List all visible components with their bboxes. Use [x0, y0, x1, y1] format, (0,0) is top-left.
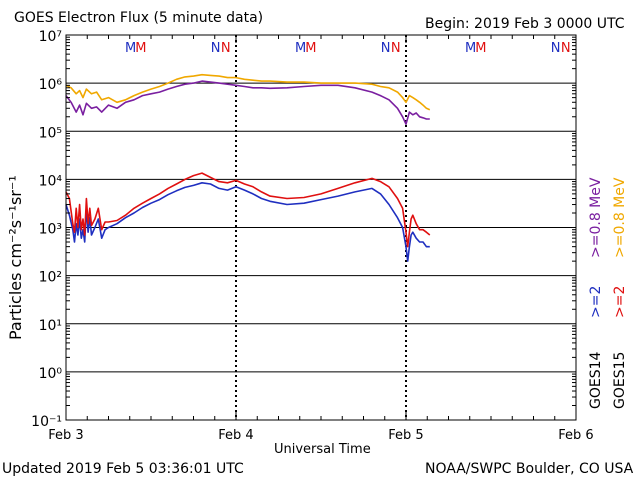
- noon-midnight-marker: M: [135, 41, 146, 56]
- noon-midnight-marker: M: [475, 41, 486, 56]
- noon-midnight-marker: N: [391, 41, 401, 56]
- y-tick-label: 10²: [39, 270, 62, 286]
- series-line-goes14-2-mev: [65, 182, 430, 262]
- noon-midnight-marker: M: [295, 41, 306, 56]
- y-tick-label: 10⁴: [39, 173, 63, 189]
- y-axis-label: Particles cm⁻²s⁻¹sr⁻¹: [6, 175, 25, 340]
- noon-midnight-marker: M: [465, 41, 476, 56]
- ticks-layer: [65, 35, 577, 420]
- grid-layer: [66, 82, 576, 373]
- series-line-goes14-0-8-mev: [65, 80, 430, 125]
- day-dividers: [235, 35, 407, 420]
- markers-layer: MM N N MM N N MM N N: [125, 41, 571, 56]
- y-tick-label: 10⁰: [39, 366, 63, 382]
- y-tick-label: 10¹: [39, 318, 62, 334]
- series-line-goes15-0-8-mev: [65, 73, 431, 111]
- legend-goes15-ge08: >=0.8 MeV: [612, 177, 628, 258]
- legend-goes15-ge2: >=2: [612, 285, 628, 318]
- x-tick-label: Feb 3: [48, 428, 83, 443]
- x-tick-label: Feb 4: [218, 428, 253, 443]
- chart-title: GOES Electron Flux (5 minute data): [14, 10, 264, 26]
- series-line-goes15-2-mev: [65, 172, 431, 248]
- y-tick-label: 10⁶: [39, 77, 63, 93]
- noon-midnight-marker: N: [551, 41, 561, 56]
- legend-goes14-ge08: >=0.8 MeV: [588, 177, 604, 258]
- noon-midnight-marker: N: [211, 41, 221, 56]
- y-tick-label: 10⁵: [39, 125, 62, 141]
- x-tick-label: Feb 5: [388, 428, 423, 443]
- legend-goes14-label: GOES14: [588, 351, 604, 409]
- series-layer: [65, 73, 431, 262]
- noon-midnight-marker: N: [381, 41, 391, 56]
- y-tick-label: 10⁻¹: [31, 414, 62, 430]
- noon-midnight-marker: N: [561, 41, 571, 56]
- credit-line: NOAA/SWPC Boulder, CO USA: [425, 461, 634, 477]
- noon-midnight-marker: M: [125, 41, 136, 56]
- legend-goes15-label: GOES15: [612, 351, 628, 409]
- y-tick-label: 10³: [39, 222, 62, 238]
- noon-midnight-marker: N: [221, 41, 231, 56]
- legend-goes14-ge2: >=2: [588, 285, 604, 318]
- x-axis-label: Universal Time: [274, 442, 371, 457]
- y-tick-label: 10⁷: [39, 29, 62, 45]
- noon-midnight-marker: M: [305, 41, 316, 56]
- x-tick-label: Feb 6: [558, 428, 593, 443]
- updated-timestamp: Updated 2019 Feb 5 03:36:01 UTC: [2, 461, 244, 477]
- begin-time: Begin: 2019 Feb 3 0000 UTC: [425, 16, 625, 32]
